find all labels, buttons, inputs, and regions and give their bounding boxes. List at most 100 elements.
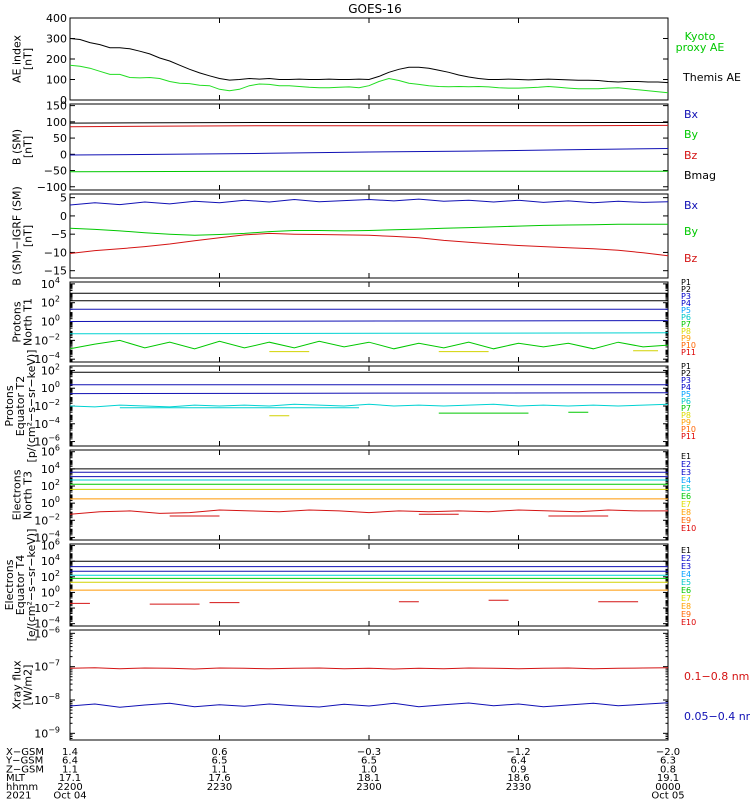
- legend-entry: By: [684, 225, 699, 238]
- panel-frame: [70, 450, 668, 540]
- y-tick-label: 100: [41, 380, 60, 395]
- series-line-0-05-0-4-nm: [70, 703, 668, 708]
- y-tick-label: 102: [41, 569, 60, 584]
- panel-frame: [70, 18, 668, 100]
- y-axis-label: [p/(cm²−s−sr−keV)]: [25, 350, 38, 463]
- series-line-0-1-0-8-nm: [70, 668, 668, 669]
- y-tick-label: 5: [60, 192, 67, 205]
- y-tick-label: 104: [41, 461, 60, 476]
- series-line-p6: [70, 340, 668, 348]
- y-tick-label: 100: [41, 584, 60, 599]
- series-line-p5: [70, 333, 668, 334]
- legend-entry: 0.05−0.4 nm: [684, 710, 750, 723]
- y-axis-label: [nT]: [22, 48, 35, 70]
- y-tick-label: 10−7: [34, 659, 60, 674]
- y-axis-label: [W/m2]: [22, 665, 35, 706]
- legend-entry: 0.1−0.8 nm: [684, 670, 749, 683]
- series-line-by: [70, 171, 668, 172]
- y-tick-label: 10−2: [34, 398, 60, 413]
- series-line-bz: [70, 233, 668, 255]
- panel-frame: [70, 544, 668, 626]
- y-tick-label: 102: [41, 362, 60, 377]
- legend-entry: Bz: [684, 149, 698, 162]
- y-tick-label: 10−9: [34, 725, 60, 740]
- y-axis-label: North T3: [22, 471, 35, 519]
- y-tick-label: 104: [41, 276, 60, 291]
- y-tick-label: 0: [60, 148, 67, 161]
- series-line-p4: [70, 321, 668, 322]
- y-tick-label: 0: [60, 210, 67, 223]
- panel-frame: [70, 282, 668, 362]
- legend-label: E10: [681, 524, 696, 533]
- series-line-by: [70, 224, 668, 235]
- series-line-bx: [70, 199, 668, 205]
- y-tick-label: 300: [46, 33, 67, 46]
- legend-label: P11: [681, 348, 696, 357]
- legend-entry: Themis AE: [682, 71, 741, 84]
- plot-title: GOES-16: [348, 2, 402, 16]
- legend-entry: Bx: [684, 199, 699, 212]
- legend-entry: By: [684, 128, 699, 141]
- legend-label: P11: [681, 432, 696, 441]
- ephemeris-value: Oct 04: [53, 791, 86, 801]
- y-axis-label: [e/(cm²−s−sr−keV)]: [25, 529, 38, 642]
- series-line-p3: [70, 393, 668, 394]
- y-tick-label: 106: [41, 538, 60, 553]
- y-tick-label: 100: [46, 74, 67, 87]
- series-line-p4: [70, 404, 668, 407]
- series-line-bx: [70, 149, 668, 156]
- y-tick-label: 10−8: [34, 692, 60, 707]
- y-tick-label: 400: [46, 12, 67, 25]
- ephemeris-value: 2230: [207, 782, 232, 793]
- y-tick-label: 10−4: [34, 416, 60, 431]
- y-tick-label: 200: [46, 53, 67, 66]
- y-tick-label: −50: [44, 165, 67, 178]
- y-axis-label: [nT]: [22, 136, 35, 158]
- series-line-bz: [70, 125, 668, 126]
- y-tick-label: 100: [41, 495, 60, 510]
- y-tick-label: 100: [41, 314, 60, 329]
- y-tick-label: 104: [41, 553, 60, 568]
- y-tick-label: 10−2: [34, 600, 60, 615]
- series-line-bmag: [70, 123, 668, 124]
- y-tick-label: 106: [41, 444, 60, 459]
- y-tick-label: 102: [41, 478, 60, 493]
- panel-frame: [70, 104, 668, 190]
- y-tick-label: 50: [53, 132, 67, 145]
- y-axis-label: North T1: [22, 298, 35, 346]
- legend-entry: Bmag: [684, 169, 716, 182]
- panel-frame: [70, 630, 668, 740]
- y-tick-label: 150: [46, 100, 67, 113]
- y-tick-label: 100: [46, 116, 67, 129]
- ephemeris-row-label: 2021: [6, 791, 31, 801]
- ephemeris-value: 2300: [356, 782, 381, 793]
- ephemeris-value: Oct 05: [651, 791, 684, 801]
- series-line-e8: [70, 510, 668, 514]
- series-line-themis-ae: [70, 39, 668, 83]
- panel-frame: [70, 194, 668, 278]
- legend-entry: Bz: [684, 252, 698, 265]
- legend-label: E10: [681, 618, 696, 627]
- y-tick-label: 10−6: [34, 625, 60, 640]
- legend-entry: Bx: [684, 108, 699, 121]
- y-tick-label: −5: [51, 228, 67, 241]
- y-axis-label: [nT]: [22, 225, 35, 247]
- y-tick-label: −10: [44, 246, 67, 259]
- y-tick-label: 10−2: [34, 512, 60, 527]
- legend-entry: proxy AE: [676, 41, 725, 54]
- y-tick-label: 102: [41, 295, 60, 310]
- y-tick-label: 10−2: [34, 332, 60, 347]
- ephemeris-value: 2330: [506, 782, 531, 793]
